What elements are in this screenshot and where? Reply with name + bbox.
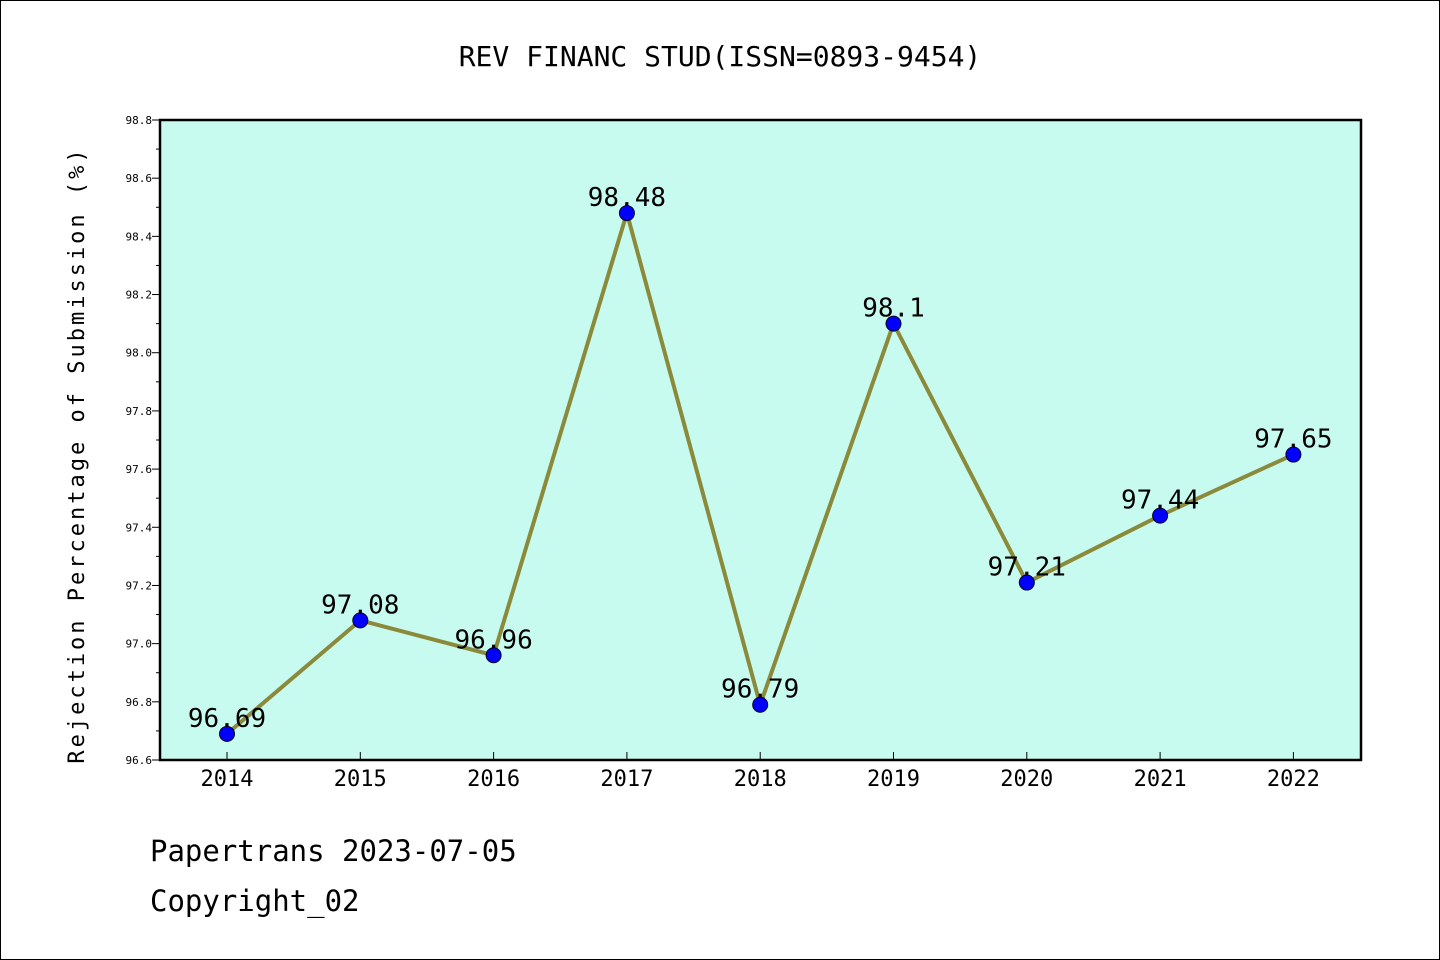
data-point <box>219 725 235 742</box>
data-point-group <box>219 205 1302 742</box>
x-tick-label: 2016 <box>467 767 520 792</box>
x-tick-label: 2020 <box>1000 767 1053 792</box>
data-label: 96.79 <box>721 675 799 705</box>
y-tick-label: 97.0 <box>126 638 153 651</box>
data-point <box>1152 507 1169 524</box>
data-point <box>1285 446 1302 463</box>
data-label: 97.65 <box>1254 425 1332 455</box>
y-axis-label: Rejection Percentage of Submission (%) <box>65 146 90 763</box>
data-point <box>1018 574 1035 591</box>
x-tick-label: 2019 <box>867 767 920 792</box>
y-tick-label: 97.6 <box>126 463 153 476</box>
data-point <box>618 205 635 222</box>
data-point <box>885 315 902 332</box>
data-label: 97.44 <box>1121 486 1199 516</box>
data-point <box>752 696 769 713</box>
x-tick-label: 2021 <box>1134 767 1187 792</box>
x-tick-label: 2017 <box>600 767 653 792</box>
data-label: 97.21 <box>988 553 1066 583</box>
y-tick-label: 98.0 <box>126 347 153 360</box>
y-tick-label: 98.8 <box>126 114 153 127</box>
data-label-group: 96.69 97.08 96.96 98.48 96.79 98.1 97.21 97.44 9… <box>188 183 1333 734</box>
data-point <box>485 647 502 664</box>
x-axis-ticks: 2014 2015 2016 2017 2018 2019 2020 2021 2022 <box>201 752 1320 792</box>
data-label: 96.96 <box>454 625 532 655</box>
data-label: 97.08 <box>321 590 399 620</box>
y-tick-label: 97.8 <box>126 405 153 418</box>
data-label: 98.48 <box>588 183 666 213</box>
y-tick-label: 98.6 <box>126 172 153 185</box>
y-tick-label: 96.8 <box>126 696 153 709</box>
y-tick-label: 97.4 <box>126 521 153 534</box>
x-tick-label: 2014 <box>201 767 254 792</box>
data-point <box>352 612 369 629</box>
footer-copyright: Copyright_02 <box>150 884 360 918</box>
x-tick-label: 2022 <box>1267 767 1320 792</box>
plot-area <box>158 118 1363 762</box>
y-tick-label: 97.2 <box>126 579 153 592</box>
y-axis-ticks: 96.6 96.8 97.0 97.2 97.4 97.6 97.8 98.0 98.2 98.4… <box>126 114 160 767</box>
data-label: 96.69 <box>188 704 266 734</box>
x-tick-label: 2015 <box>334 767 387 792</box>
data-label: 98.1 <box>862 294 925 324</box>
y-tick-label: 98.4 <box>126 230 153 243</box>
x-tick-label: 2018 <box>734 767 787 792</box>
footer-date: Papertrans 2023-07-05 <box>150 834 517 868</box>
y-tick-label: 96.6 <box>126 754 153 767</box>
y-tick-label: 98.2 <box>126 289 153 302</box>
chart-title: REV FINANC STUD(ISSN=0893-9454) <box>459 40 982 73</box>
